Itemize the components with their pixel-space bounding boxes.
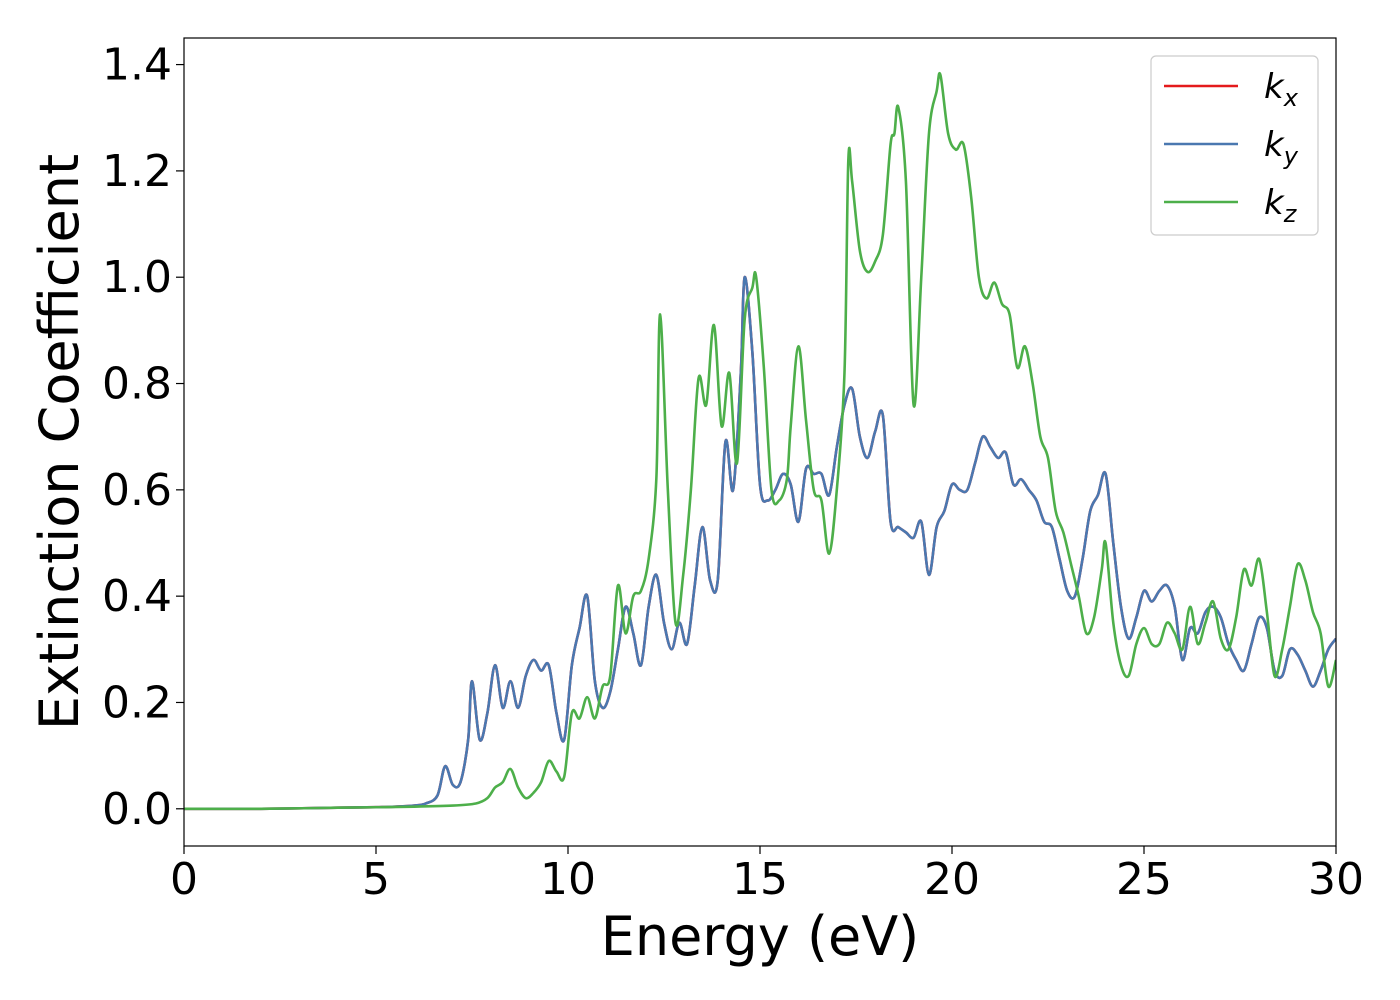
x-tick-label: 0 <box>170 854 198 905</box>
axes: 0 5 10 15 20 25 30 0.0 0.2 0.4 0.6 0.8 1.0 1.2 1.4 <box>102 37 1364 905</box>
legend-label-kx: kx <box>1264 67 1299 112</box>
x-tick-label: 20 <box>924 854 980 905</box>
x-axis-title: Energy (eV) <box>601 905 920 968</box>
x-tick-label: 30 <box>1308 854 1364 905</box>
y-tick-label: 0.6 <box>102 465 172 516</box>
y-tick-label: 0.0 <box>102 784 172 835</box>
y-tick-label: 0.4 <box>102 571 172 622</box>
x-tick-label: 15 <box>732 854 788 905</box>
series-line-ky <box>184 275 1336 811</box>
series-line-kz <box>184 72 1336 811</box>
y-tick-label: 1.2 <box>102 146 172 197</box>
legend-label-kz: kz <box>1264 183 1298 228</box>
legend: kx ky kz <box>1150 55 1319 236</box>
y-tick-label: 0.2 <box>102 677 172 728</box>
y-tick-label: 1.0 <box>102 252 172 303</box>
plot-lines <box>184 72 1336 811</box>
legend-label-ky: ky <box>1264 125 1299 170</box>
series-line-kx <box>184 275 1336 811</box>
y-tick-label: 1.4 <box>102 40 172 91</box>
y-tick-label: 0.8 <box>102 359 172 410</box>
x-tick-label: 5 <box>362 854 390 905</box>
y-axis-title: Extinction Coefficient <box>28 154 91 730</box>
x-tick-label: 25 <box>1116 854 1172 905</box>
x-tick-label: 10 <box>540 854 596 905</box>
legend-box <box>1150 55 1319 236</box>
